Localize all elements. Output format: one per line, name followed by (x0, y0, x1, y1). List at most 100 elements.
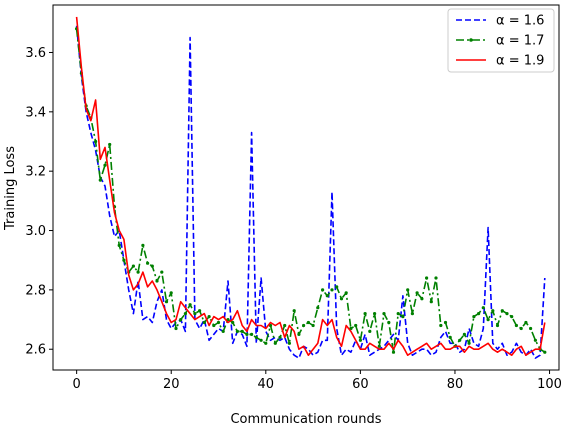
series-2-point (505, 312, 509, 316)
series-2-point (335, 285, 339, 289)
series-2-point (146, 261, 150, 265)
legend-label-2: α = 1.7 (496, 34, 544, 49)
series-2-point (160, 270, 164, 274)
series-2-point (141, 243, 145, 247)
series-2-point (212, 323, 216, 328)
series-2-point (231, 320, 235, 325)
series-2-point (443, 320, 448, 325)
x-tick-label: 60 (352, 377, 369, 392)
series-2-point (325, 294, 329, 298)
series-2-point (245, 332, 249, 336)
series-2-point (108, 142, 112, 147)
series-2-point (164, 300, 169, 304)
series-2-point (297, 332, 301, 336)
x-tick-label: 40 (258, 377, 275, 392)
series-2-point (434, 276, 438, 280)
series-2-point (500, 309, 504, 313)
series-2-point (495, 323, 500, 328)
series-2-point (179, 318, 183, 322)
series-2-point (292, 309, 296, 313)
series-2-point (514, 323, 519, 328)
plot-frame (52, 4, 560, 371)
y-tick-label: 3.6 (25, 46, 46, 61)
series-2-point (202, 320, 206, 325)
series-2-point (155, 279, 159, 283)
series-2-point (150, 264, 154, 268)
series-2-point (273, 341, 277, 345)
legend-label-1: α = 1.6 (496, 14, 544, 29)
series-2-point (391, 350, 396, 354)
y-tick-label: 2.6 (25, 343, 46, 358)
series-2-point (524, 320, 528, 325)
series-2-point (283, 323, 287, 328)
series-2-point (117, 243, 121, 247)
series-2-point (425, 276, 429, 280)
series-2-point (235, 329, 239, 333)
series-2-point (462, 332, 466, 336)
series-2-point (406, 288, 410, 292)
series-2-point (486, 318, 490, 322)
series-2-point (510, 315, 514, 319)
series-2-point (529, 326, 533, 331)
series-2-point (136, 270, 140, 274)
series-2-point (103, 163, 107, 167)
series-2-point (259, 338, 263, 342)
series-2-point (169, 291, 173, 295)
series-2-point (240, 329, 244, 333)
x-tick-label: 80 (447, 377, 464, 392)
series-2-point (287, 341, 291, 345)
series-2-point (543, 350, 547, 354)
series-2-point (410, 312, 414, 316)
series-2-point (358, 338, 362, 342)
series-2-point (481, 306, 485, 310)
x-axis-label: Communication rounds (230, 412, 381, 426)
series-2-point (131, 264, 135, 268)
y-axis-ticks: 2.6 2.8 3.0 3.2 3.4 3.6 (25, 46, 53, 358)
series-2-point (458, 338, 462, 342)
series-2-point (302, 323, 306, 328)
series-line-3 (75, 16, 546, 357)
series-2-point (207, 315, 211, 319)
x-tick-label: 0 (73, 377, 81, 392)
series-2-point (188, 303, 192, 307)
series-2-point (377, 344, 381, 348)
series-2-point (216, 320, 221, 325)
series-2-point (354, 323, 358, 328)
series-2-point (254, 335, 258, 339)
series-2-point (491, 309, 495, 313)
series-2-point (183, 312, 187, 316)
y-axis-label: Training Loss (3, 146, 18, 231)
series-2-point (122, 258, 126, 262)
series-2-point (330, 288, 334, 292)
series-2-point (477, 312, 481, 316)
series-2-point (94, 139, 98, 144)
y-tick-label: 3.2 (25, 165, 46, 180)
series-2-point (415, 291, 419, 295)
series-line-1 (75, 25, 546, 359)
series-2-point (321, 288, 325, 292)
series-2-point (250, 332, 254, 336)
y-tick-label: 2.8 (25, 283, 46, 298)
x-axis-ticks: 0 20 40 60 80 100 (73, 370, 562, 392)
series-2-point (467, 341, 471, 345)
legend-frame (447, 8, 555, 73)
series-2-point (264, 341, 268, 345)
series-2-point (221, 329, 225, 333)
series-2-point (448, 335, 452, 339)
series-2-point (373, 312, 377, 316)
series-2-point (363, 312, 367, 316)
series-line-2 (75, 28, 546, 354)
series-2-point (193, 312, 197, 316)
series-2-point (439, 323, 443, 328)
series-2-point (382, 312, 386, 316)
series-2-point (429, 300, 433, 304)
series-2-point (396, 312, 400, 316)
series-2-point (420, 297, 424, 301)
x-tick-label: 100 (537, 377, 562, 392)
y-tick-label: 3.4 (25, 105, 46, 120)
legend-label-3: α = 1.9 (496, 54, 544, 69)
series-2-point (472, 315, 476, 319)
x-tick-label: 20 (163, 377, 180, 392)
series-2-point (316, 306, 320, 310)
